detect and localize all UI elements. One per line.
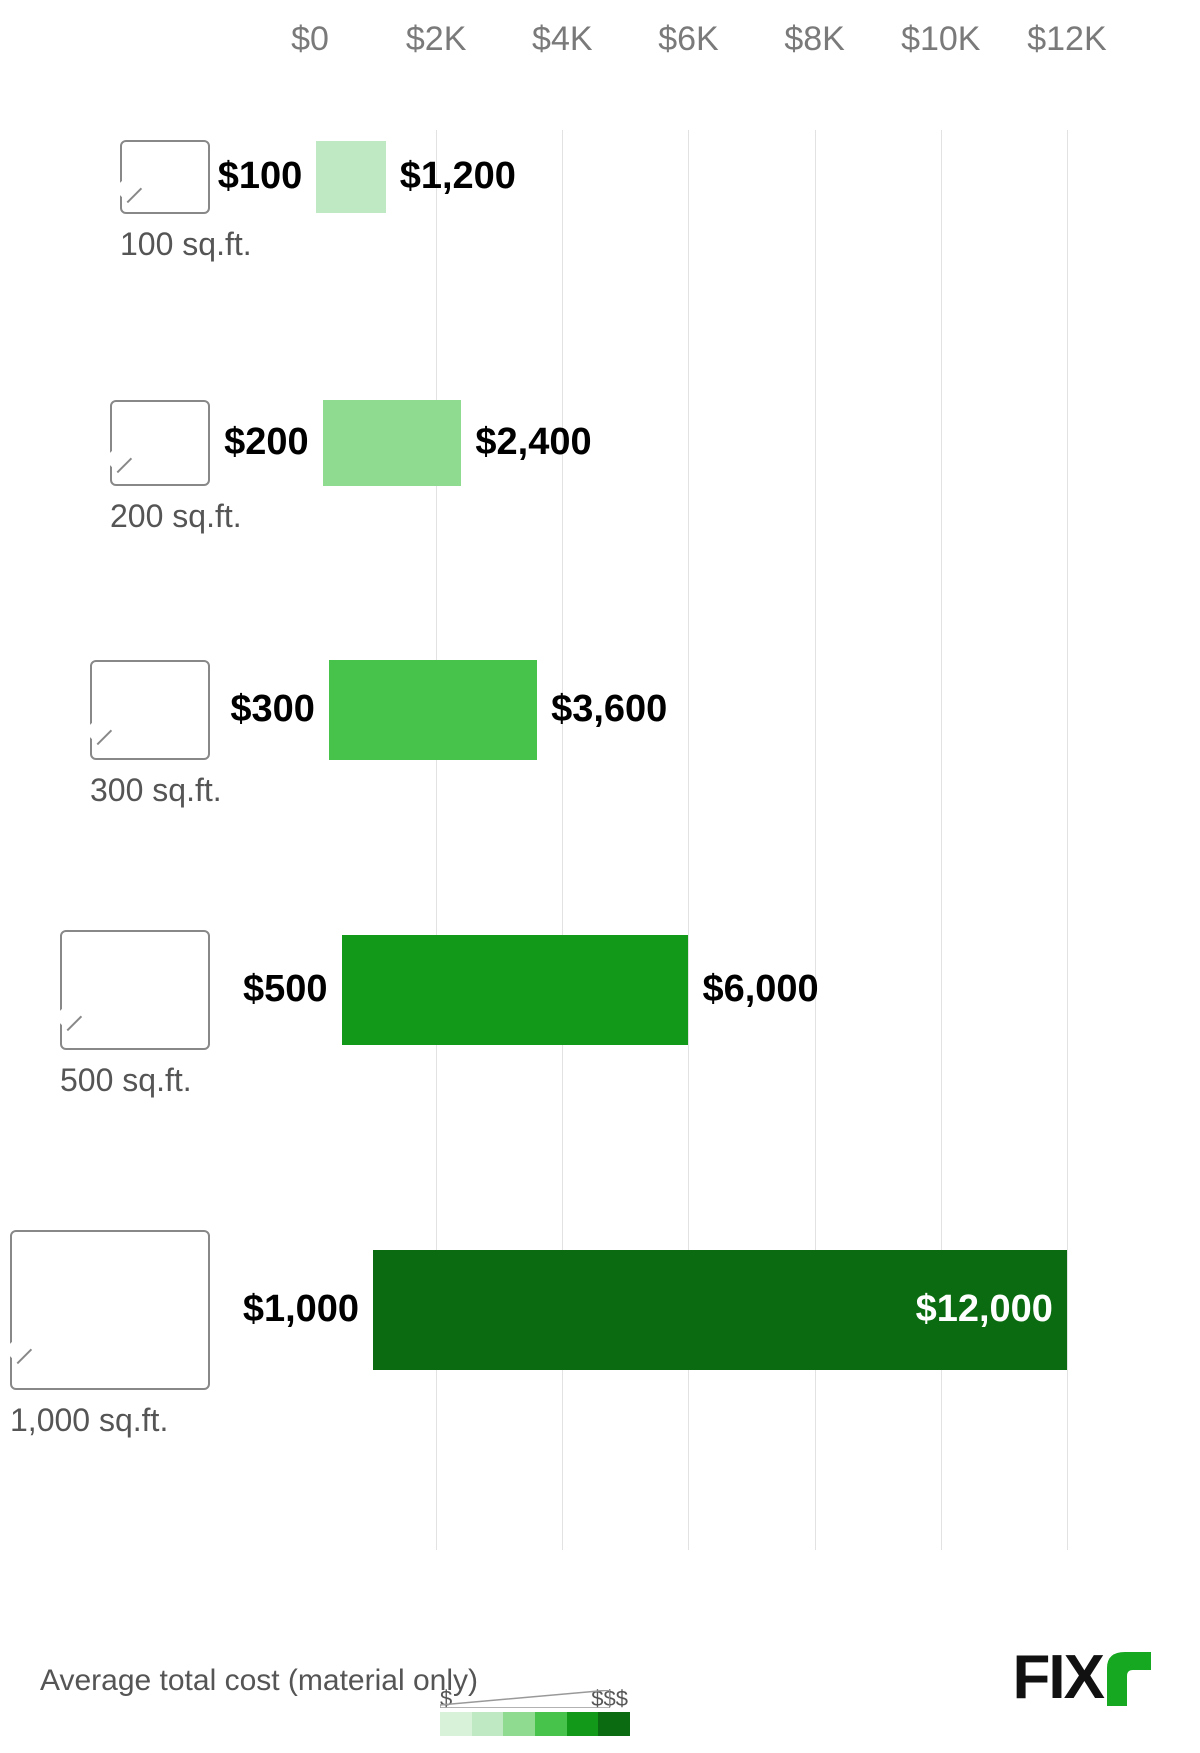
logo-text: FIX (1013, 1642, 1103, 1713)
high-value-label: $12,000 (916, 1288, 1053, 1331)
legend-swatch (598, 1712, 630, 1736)
chart-row: 300 sq.ft. $300 $3,600 (40, 660, 1160, 840)
high-value-label: $3,600 (551, 688, 667, 731)
x-tick-label: $8K (784, 20, 845, 59)
category-label: 300 sq.ft. (90, 772, 222, 809)
chart-row: 100 sq.ft. $100 $1,200 (40, 140, 1160, 294)
range-bar (342, 935, 689, 1045)
high-value-label: $1,200 (400, 155, 516, 198)
low-value-label: $500 (243, 968, 328, 1011)
low-value-label: $1,000 (243, 1288, 359, 1331)
legend-text: Average total cost (material only) (40, 1664, 478, 1698)
x-tick-label: $4K (532, 20, 593, 59)
category-label: 200 sq.ft. (110, 498, 242, 535)
legend-swatch (535, 1712, 567, 1736)
legend-swatch (472, 1712, 504, 1736)
category-label: 100 sq.ft. (120, 226, 252, 263)
chart-row: 200 sq.ft. $200 $2,400 (40, 400, 1160, 566)
legend-gradient (440, 1712, 630, 1736)
area-icon (120, 140, 210, 214)
x-tick-label: $2K (406, 20, 467, 59)
x-tick-label: $0 (291, 20, 329, 59)
high-value-label: $2,400 (475, 421, 591, 464)
fixr-logo: FIX (1013, 1642, 1155, 1713)
range-bar (323, 400, 462, 486)
legend-swatch (440, 1712, 472, 1736)
cost-range-chart: $0$2K$4K$6K$8K$10K$12K100 sq.ft.$100$1,2… (40, 90, 1160, 1560)
range-bar (316, 141, 385, 213)
low-value-label: $300 (230, 688, 315, 731)
area-icon (60, 930, 210, 1050)
legend-scale: $ $$$ (440, 1690, 620, 1713)
low-value-label: $100 (218, 155, 303, 198)
area-icon (10, 1230, 210, 1390)
legend-swatch (567, 1712, 599, 1736)
high-value-label: $6,000 (702, 968, 818, 1011)
low-value-label: $200 (224, 421, 309, 464)
area-icon (110, 400, 210, 486)
x-tick-label: $6K (658, 20, 719, 59)
category-label: 500 sq.ft. (60, 1062, 192, 1099)
chart-row: 1,000 sq.ft.$1,000$12,000 (40, 1230, 1160, 1470)
logo-r-icon (1105, 1650, 1155, 1706)
range-bar (329, 660, 537, 760)
area-icon (90, 660, 210, 760)
x-tick-label: $12K (1027, 20, 1106, 59)
x-tick-label: $10K (901, 20, 980, 59)
chart-row: 500 sq.ft. $500 $6,000 (40, 930, 1160, 1130)
category-label: 1,000 sq.ft. (10, 1402, 168, 1439)
legend-wedge-icon (440, 1690, 610, 1708)
legend-swatch (503, 1712, 535, 1736)
